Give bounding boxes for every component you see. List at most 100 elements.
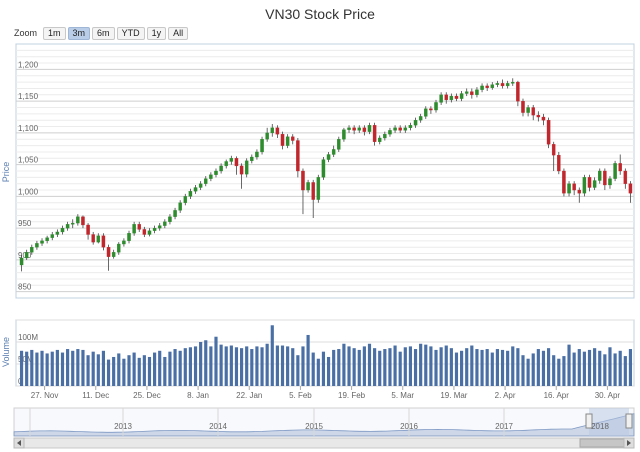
- volume-bar[interactable]: [454, 352, 459, 386]
- candle[interactable]: [429, 106, 433, 114]
- candle[interactable]: [178, 200, 182, 213]
- volume-bar[interactable]: [214, 336, 218, 386]
- volume-bar[interactable]: [45, 353, 49, 386]
- scrollbar-track[interactable]: [13, 437, 635, 449]
- volume-bar[interactable]: [153, 352, 157, 386]
- candle[interactable]: [541, 113, 546, 126]
- candle[interactable]: [147, 228, 152, 237]
- volume-bar[interactable]: [587, 349, 592, 386]
- candle[interactable]: [352, 125, 356, 135]
- zoom-6m-button[interactable]: 6m: [92, 26, 115, 40]
- candle[interactable]: [464, 88, 469, 97]
- volume-bar[interactable]: [337, 349, 341, 386]
- volume-bar[interactable]: [311, 352, 315, 386]
- candle[interactable]: [557, 151, 561, 175]
- volume-bar[interactable]: [50, 351, 54, 386]
- candle[interactable]: [173, 207, 177, 220]
- candle[interactable]: [434, 99, 438, 113]
- volume-bar[interactable]: [465, 348, 469, 386]
- volume-bar[interactable]: [132, 352, 136, 386]
- candle[interactable]: [536, 111, 541, 122]
- volume-bar[interactable]: [526, 358, 530, 386]
- candle[interactable]: [239, 163, 244, 189]
- candle[interactable]: [316, 174, 321, 203]
- candle[interactable]: [193, 184, 198, 194]
- zoom-1m-button[interactable]: 1m: [43, 26, 66, 40]
- volume-bar[interactable]: [60, 352, 65, 386]
- zoom-3m-button[interactable]: 3m: [67, 26, 91, 40]
- volume-bar[interactable]: [460, 350, 464, 386]
- volume-bar[interactable]: [76, 349, 80, 386]
- volume-bar[interactable]: [86, 355, 90, 386]
- volume-bar[interactable]: [255, 346, 259, 386]
- volume-bar[interactable]: [347, 346, 351, 386]
- volume-bar[interactable]: [393, 345, 397, 386]
- candle[interactable]: [326, 151, 331, 163]
- volume-bar[interactable]: [71, 350, 75, 386]
- volume-bar[interactable]: [419, 343, 423, 386]
- volume-bar[interactable]: [224, 346, 228, 386]
- volume-bar[interactable]: [577, 349, 581, 386]
- zoom-1y-button[interactable]: 1y: [146, 26, 167, 40]
- volume-bar[interactable]: [55, 349, 59, 386]
- candle[interactable]: [505, 80, 510, 89]
- candle[interactable]: [265, 127, 269, 142]
- candle[interactable]: [475, 87, 479, 98]
- candle[interactable]: [163, 219, 167, 229]
- volume-bar[interactable]: [628, 349, 633, 386]
- candle[interactable]: [219, 163, 223, 174]
- candle[interactable]: [603, 168, 607, 191]
- volume-bar[interactable]: [168, 351, 172, 386]
- volume-bar[interactable]: [332, 349, 336, 386]
- candle[interactable]: [224, 159, 228, 169]
- candle[interactable]: [291, 134, 295, 145]
- candle[interactable]: [572, 181, 576, 196]
- volume-bar[interactable]: [593, 348, 597, 386]
- volume-bar[interactable]: [234, 347, 239, 386]
- candle[interactable]: [40, 238, 44, 246]
- navigator[interactable]: [13, 407, 635, 437]
- candle[interactable]: [280, 131, 285, 150]
- candle[interactable]: [551, 141, 556, 171]
- volume-bar[interactable]: [245, 346, 249, 386]
- volume-bar[interactable]: [408, 346, 413, 386]
- candle[interactable]: [24, 249, 29, 260]
- candle[interactable]: [60, 225, 65, 235]
- candle[interactable]: [296, 137, 300, 178]
- volume-bar[interactable]: [193, 346, 198, 386]
- candle[interactable]: [198, 181, 203, 191]
- volume-bar[interactable]: [142, 355, 146, 386]
- volume-bar[interactable]: [582, 351, 586, 386]
- candle[interactable]: [393, 125, 397, 133]
- candle[interactable]: [86, 223, 90, 240]
- candle[interactable]: [337, 136, 341, 152]
- candle[interactable]: [301, 168, 305, 215]
- volume-bar[interactable]: [301, 346, 305, 386]
- candle[interactable]: [321, 157, 326, 180]
- volume-bar[interactable]: [495, 349, 499, 386]
- volume-bar[interactable]: [326, 356, 331, 386]
- volume-bar[interactable]: [352, 348, 356, 386]
- candle[interactable]: [613, 160, 617, 182]
- candle[interactable]: [76, 214, 80, 226]
- candle[interactable]: [608, 176, 612, 189]
- candle[interactable]: [81, 215, 85, 229]
- volume-bar[interactable]: [470, 345, 474, 386]
- candle[interactable]: [331, 145, 336, 158]
- volume-bar[interactable]: [342, 343, 346, 386]
- candle[interactable]: [480, 83, 484, 93]
- volume-bar[interactable]: [316, 358, 320, 386]
- volume-bar[interactable]: [204, 340, 208, 386]
- candle[interactable]: [454, 93, 459, 102]
- candle[interactable]: [35, 240, 39, 250]
- volume-bar[interactable]: [286, 346, 290, 386]
- volume-bar[interactable]: [557, 358, 561, 386]
- volume-bar[interactable]: [127, 355, 131, 386]
- candle[interactable]: [96, 233, 101, 244]
- volume-bar[interactable]: [357, 349, 361, 386]
- candle[interactable]: [229, 155, 234, 165]
- candle[interactable]: [30, 244, 34, 255]
- candle[interactable]: [132, 221, 136, 236]
- volume-bar[interactable]: [413, 349, 418, 386]
- candle[interactable]: [562, 168, 566, 197]
